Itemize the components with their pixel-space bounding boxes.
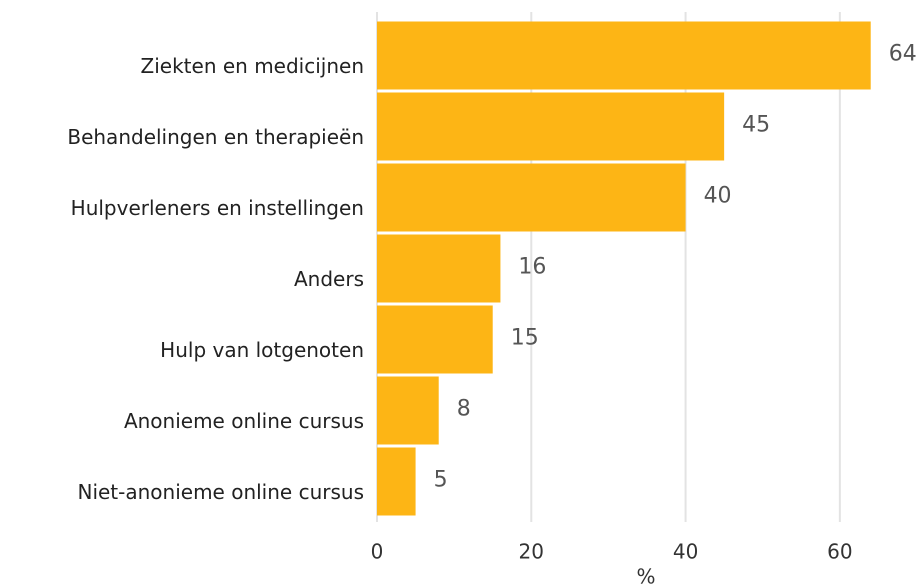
bar: [377, 163, 686, 232]
y-tick-label: Hulp van lotgenoten: [160, 338, 364, 362]
y-tick-label: Anonieme online cursus: [124, 409, 364, 433]
x-tick-label: 40: [673, 540, 698, 564]
bar: [377, 234, 501, 303]
bar: [377, 92, 725, 161]
value-label: 5: [434, 468, 448, 493]
value-label: 64: [889, 42, 917, 67]
value-label: 45: [742, 113, 770, 138]
y-tick-label: Ziekten en medicijnen: [141, 54, 364, 78]
bar: [377, 21, 871, 90]
bar: [377, 376, 439, 445]
bar: [377, 447, 416, 516]
y-tick-label: Behandelingen en therapieën: [67, 125, 364, 149]
bar: [377, 305, 493, 374]
x-axis-label: %: [636, 565, 655, 586]
y-tick-label: Anders: [294, 267, 364, 291]
x-tick-label: 60: [827, 540, 852, 564]
value-label: 16: [518, 255, 546, 280]
y-tick-label: Hulpverleners en instellingen: [71, 196, 364, 220]
x-tick-label: 20: [519, 540, 544, 564]
value-label: 15: [511, 326, 539, 351]
x-tick-label: 0: [371, 540, 384, 564]
value-label: 8: [457, 397, 471, 422]
y-tick-label: Niet-anonieme online cursus: [77, 480, 364, 504]
value-label: 40: [704, 184, 732, 209]
